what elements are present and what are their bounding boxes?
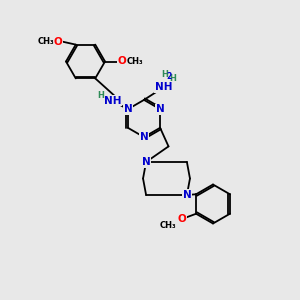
Text: H: H [170,74,176,83]
Text: O: O [54,37,63,46]
Text: O: O [178,214,186,224]
Text: O: O [117,56,126,67]
Text: N: N [142,157,151,167]
Text: H: H [98,91,104,100]
Text: CH₃: CH₃ [38,37,55,46]
Text: N: N [182,190,191,200]
Text: CH₃: CH₃ [160,221,176,230]
Text: NH: NH [103,96,121,106]
Text: N: N [124,104,132,114]
Text: 2: 2 [166,72,172,81]
Text: NH: NH [155,82,172,92]
Text: H: H [162,70,168,79]
Text: CH₃: CH₃ [127,57,143,66]
Text: N: N [140,132,148,142]
Text: N: N [156,104,164,114]
